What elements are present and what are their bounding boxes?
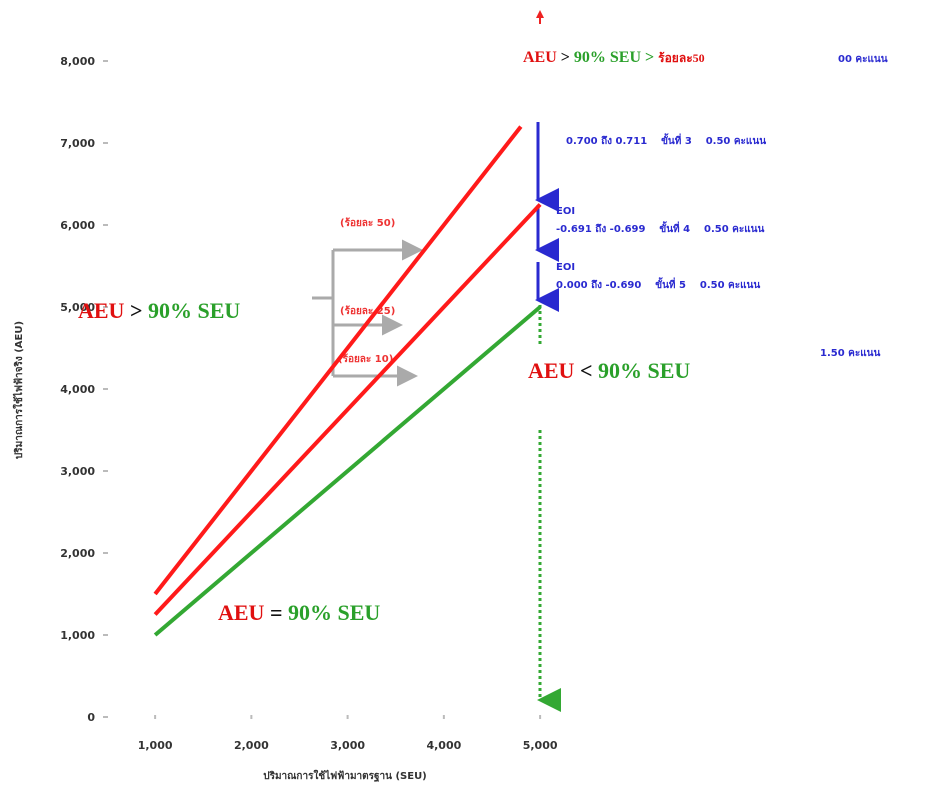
note: 1.50 คะแนน bbox=[820, 348, 880, 359]
y-tick-label: 3,000 bbox=[60, 465, 95, 478]
annotation: AEU = 90% SEU bbox=[218, 600, 380, 625]
x-tick-label: 2,000 bbox=[234, 739, 269, 752]
y-tick-label: 8,000 bbox=[60, 55, 95, 68]
note: EOI bbox=[556, 262, 575, 273]
y-tick-label: 2,000 bbox=[60, 547, 95, 560]
x-tick-label: 1,000 bbox=[138, 739, 173, 752]
annotation-part: AEU bbox=[78, 298, 125, 323]
annotation-part: > bbox=[557, 49, 574, 66]
annotation-part: AEU bbox=[523, 49, 557, 66]
annotation-part: AEU bbox=[528, 358, 575, 383]
annotation: AEU > 90% SEU > ร้อยละ50 bbox=[523, 49, 705, 66]
note: -0.691 ถึง -0.699 ขั้นที่ 4 0.50 คะแนน bbox=[556, 221, 765, 235]
y-axis-label: ปริมาณการใช้ไฟฟ้าจริง (AEU) bbox=[12, 321, 25, 459]
line-label: (ร้อยละ 10) bbox=[338, 353, 393, 365]
x-tick-label: 3,000 bbox=[330, 739, 365, 752]
y-tick-label: 0 bbox=[87, 711, 95, 724]
series-line bbox=[153, 203, 542, 616]
y-tick-label: 4,000 bbox=[60, 383, 95, 396]
x-tick-label: 5,000 bbox=[523, 739, 558, 752]
series-line bbox=[153, 125, 523, 596]
x-tick-label: 4,000 bbox=[426, 739, 461, 752]
y-tick-label: 7,000 bbox=[60, 137, 95, 150]
annotation-part: 90% SEU bbox=[148, 298, 240, 323]
note: EOI bbox=[556, 206, 575, 217]
annotation: AEU > 90% SEU bbox=[78, 298, 240, 323]
series-line bbox=[153, 305, 542, 637]
line-label: (ร้อยละ 25) bbox=[340, 305, 395, 317]
y-tick-label: 1,000 bbox=[60, 629, 95, 642]
annotation-part: 90% SEU > bbox=[574, 49, 658, 66]
annotation-part: > bbox=[124, 298, 148, 323]
annotation: AEU < 90% SEU bbox=[528, 358, 690, 383]
y-tick-label: 5,000 bbox=[60, 301, 95, 314]
y-tick-label: 6,000 bbox=[60, 219, 95, 232]
annotation-part: ร้อยละ50 bbox=[658, 51, 704, 65]
annotation-part: < bbox=[574, 358, 598, 383]
annotation-part: 90% SEU bbox=[598, 358, 690, 383]
note: 0.000 ถึง -0.690 ขั้นที่ 5 0.50 คะแนน bbox=[556, 277, 760, 291]
annotation-part: AEU bbox=[218, 600, 265, 625]
note: 0.700 ถึง 0.711 ขั้นที่ 3 0.50 คะแนน bbox=[566, 133, 766, 147]
x-axis-label: ปริมาณการใช้ไฟฟ้ามาตรฐาน (SEU) bbox=[263, 769, 427, 782]
line-label: (ร้อยละ 50) bbox=[340, 217, 395, 229]
annotation-part: = bbox=[264, 600, 288, 625]
annotation-part: 90% SEU bbox=[288, 600, 380, 625]
note: 00 คะแนน bbox=[838, 54, 888, 65]
